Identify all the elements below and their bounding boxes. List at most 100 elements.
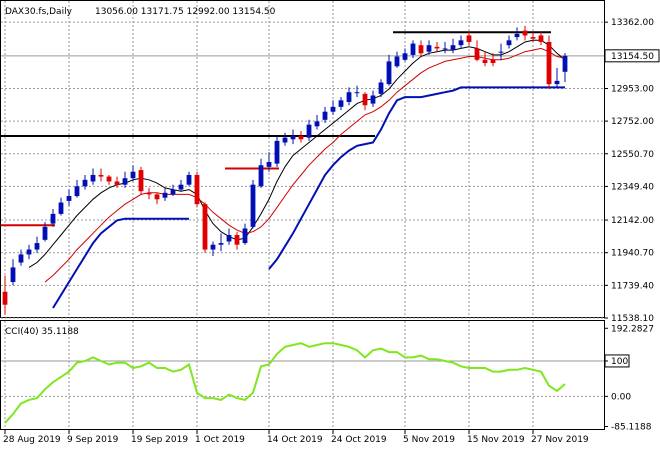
ytick-label: 12752.00 [611,117,654,127]
ytick-label: 12142.00 [611,216,654,226]
candle-body [482,59,488,64]
xtick-label: 27 Nov 2019 [531,435,589,445]
candle-body [106,176,112,182]
candle-body [218,243,224,245]
candle-body [346,92,352,102]
candle-body [314,121,320,127]
candle-body [546,41,552,85]
candle-body [554,80,560,85]
candle-body [434,46,440,49]
ytick-label: 12550.70 [611,150,654,160]
candle-body [242,228,248,244]
candle-body [114,181,120,185]
candle-body [90,174,96,182]
candle-body [234,234,240,245]
candle-body [530,37,536,39]
candle-body [42,226,48,240]
candle-body [282,137,288,143]
candles [2,25,568,315]
candle-body [394,56,400,67]
candle-body [338,100,344,107]
candle-body [210,244,216,250]
candle-body [522,30,528,36]
candle-body [538,35,544,42]
candle-body [154,194,160,200]
candle-body [58,202,64,214]
cci-ytick-label: 192.2827 [611,324,654,334]
xtick-label: 5 Nov 2019 [403,435,455,445]
ma_slow-line [44,47,566,283]
cci-label: CCI(40) 35.1188 [5,327,79,337]
ytick-label: 12349.40 [611,182,654,192]
candle-body [26,249,32,255]
xtick-label: 9 Sep 2019 [67,435,119,445]
candle-body [354,92,360,94]
candle-body [410,43,416,55]
candle-body [82,179,88,187]
candle-body [490,59,496,64]
candle-body [18,254,24,263]
candle-body [50,213,56,224]
candle-body [146,192,152,195]
cci-line [4,342,566,424]
ytick-label: 11940.70 [611,249,654,259]
candle-body [170,189,176,195]
xtick-label: 28 Aug 2019 [3,435,61,445]
xtick-label: 15 Nov 2019 [467,435,525,445]
candle-body [74,186,80,197]
candle-body [426,45,432,52]
candle-body [122,178,128,185]
ytick-label: 13362.00 [611,18,654,28]
candle-body [506,40,512,46]
candle-body [10,267,16,283]
candle-body [418,45,424,54]
candle-body [202,204,208,250]
axes: 28 Aug 2019 9 Sep 2019 19 Sep 2019 1 Oct 20… [3,18,660,445]
current-price-label: 13154.50 [611,52,654,62]
candle-body [450,45,456,51]
main-panel-frame [0,0,605,318]
candle-body [322,111,328,120]
candle-body [330,106,336,112]
ohlc-readout: 13056.00 13171.75 12992.00 13154.50 [95,7,276,17]
candle-body [474,48,480,60]
xtick-label: 19 Sep 2019 [131,435,188,445]
candle-body [2,291,8,305]
current-price-box [604,49,660,63]
xtick-label: 1 Oct 2019 [195,435,245,445]
candle-body [274,140,280,164]
candle-body [298,136,304,140]
candle-body [194,174,200,205]
cci-panel-frame [0,320,605,430]
candle-body [250,184,256,227]
cci-ytick-label: 100 [611,357,628,367]
candle-body [386,61,392,85]
ytick-label: 11538.10 [611,314,654,324]
cci-ytick-label: -85.1188 [611,423,652,433]
candle-body [498,51,504,53]
candle-body [138,170,144,192]
candle-body [266,161,272,167]
candle-body [458,40,464,46]
candle-body [258,165,264,187]
symbol-label: DAX30.fs,Daily [5,7,73,17]
ytick-label: 12953.00 [611,85,654,95]
ytick-label: 11739.40 [611,281,654,291]
candle-body [378,82,384,94]
candle-body [178,184,184,190]
candle-body [306,124,312,138]
candle-body [514,33,520,38]
xtick-label: 24 Oct 2019 [331,435,387,445]
candle-body [442,48,448,50]
candle-body [98,174,104,177]
candle-body [130,171,136,179]
candle-body [402,53,408,60]
candle-body [186,174,192,185]
candle-body [226,234,232,242]
candle-body [466,35,472,42]
channel-line [52,86,565,309]
candle-body [562,55,568,72]
candle-body [34,243,40,250]
